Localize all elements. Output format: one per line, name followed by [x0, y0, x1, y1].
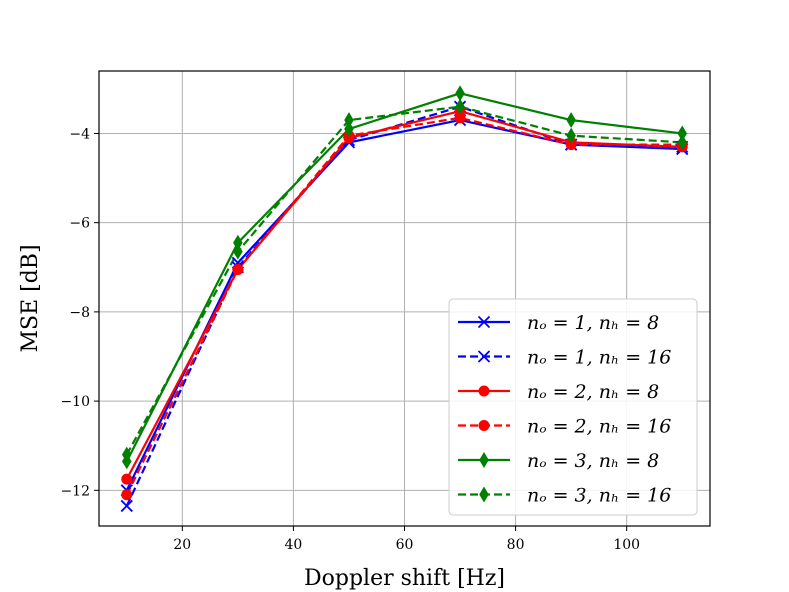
mse-vs-doppler-chart: 20 40 60 80 100 −12 −10 −8 −6 −4 Doppler shift [H…: [0, 0, 789, 592]
marker-circle: [122, 474, 132, 484]
x-axis-label: Doppler shift [Hz]: [304, 566, 505, 591]
x-tick-label: 100: [613, 537, 640, 553]
y-tick-label: −12: [60, 483, 90, 499]
legend-entry-label: nₒ = 1, nₕ = 8: [527, 312, 659, 334]
legend-entry-label: nₒ = 2, nₕ = 16: [527, 416, 671, 438]
y-tick-label: −10: [60, 394, 90, 410]
marker-circle: [479, 386, 489, 396]
marker-circle: [122, 490, 132, 500]
marker-circle: [479, 421, 489, 431]
legend-entry-label: nₒ = 3, nₕ = 8: [527, 450, 659, 472]
legend-entry-label: nₒ = 1, nₕ = 16: [527, 347, 671, 369]
x-tick-label: 40: [284, 537, 302, 553]
y-axis-label: MSE [dB]: [18, 244, 43, 352]
legend-entry-label: nₒ = 2, nₕ = 8: [527, 381, 659, 403]
y-tick-label: −6: [69, 216, 90, 232]
legend-entry-label: nₒ = 3, nₕ = 16: [527, 485, 671, 507]
x-tick-label: 80: [507, 537, 525, 553]
y-tick-label: −4: [69, 126, 90, 142]
legend: nₒ = 1, nₕ = 8 nₒ = 1, nₕ = 16 nₒ = 2, nₕ …: [449, 299, 697, 515]
x-tick-label: 20: [173, 537, 191, 553]
y-tick-label: −8: [69, 305, 90, 321]
x-tick-label: 60: [396, 537, 414, 553]
marker-circle: [233, 265, 243, 275]
